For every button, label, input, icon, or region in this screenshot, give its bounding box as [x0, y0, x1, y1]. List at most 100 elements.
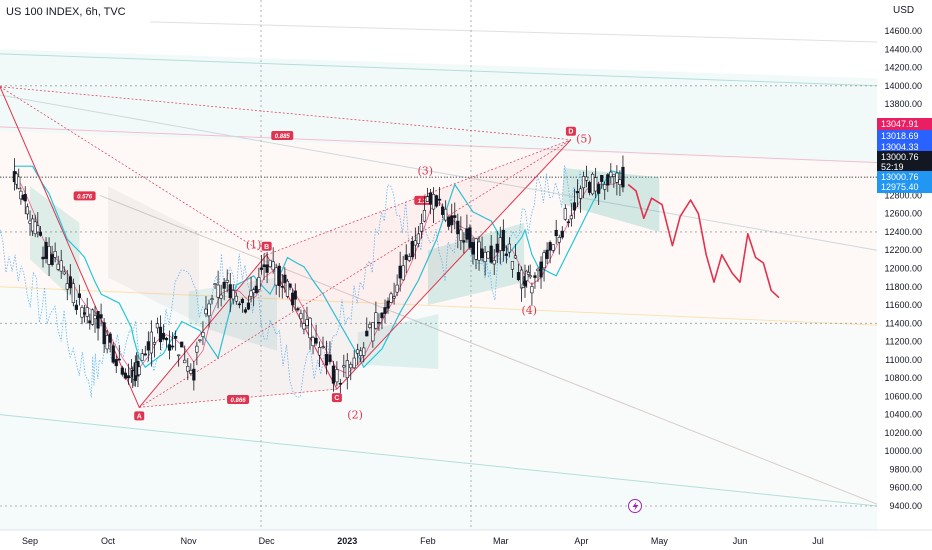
candle-body: [519, 269, 524, 289]
pattern-ratio-badge: [271, 131, 294, 141]
pattern-ratio-label: 0.866: [231, 398, 247, 404]
candle-body: [280, 286, 284, 288]
price-tag: 13047.91: [877, 118, 932, 130]
candle-body: [526, 271, 531, 275]
flash-icon: [628, 499, 642, 513]
y-tick-label: 12200.00: [884, 245, 922, 255]
candle-body: [462, 240, 466, 243]
candle-body: [539, 261, 543, 278]
candle-body: [201, 332, 205, 337]
channel-line-4: [149, 21, 878, 43]
candle-body: [257, 277, 261, 290]
candle-body: [305, 319, 309, 326]
candle-body: [283, 274, 287, 284]
pattern-ratio-label: 1.318: [418, 199, 434, 205]
candle-body: [198, 339, 202, 342]
candle-body: [477, 241, 481, 261]
candle-body: [17, 176, 21, 189]
candle-body: [228, 284, 232, 298]
candle-body: [265, 264, 269, 273]
candle-body: [186, 366, 190, 372]
candle-body: [65, 283, 69, 290]
candle-body: [321, 346, 325, 349]
candle-body: [459, 229, 463, 241]
candle-body: [575, 191, 580, 194]
candle-body: [504, 253, 508, 256]
y-tick-label: 9800.00: [889, 464, 922, 474]
pattern-ratio-line-3: [0, 86, 571, 141]
candle-body: [569, 215, 573, 220]
pattern-point-label: D: [568, 129, 573, 136]
base-line: [14, 165, 624, 369]
candle-body: [587, 181, 592, 193]
price-series: [12, 155, 625, 393]
pattern-ratio-label: 0.576: [77, 194, 93, 200]
y-tick-label: 11000.00: [885, 355, 922, 365]
candle-body: [189, 369, 193, 374]
candle-body: [207, 303, 211, 317]
candle-body: [152, 342, 156, 345]
y-tick-label: 10600.00: [884, 391, 922, 401]
candle-body: [204, 308, 208, 315]
candle-body: [83, 312, 87, 315]
candle-body: [434, 195, 439, 207]
candle-body: [618, 179, 622, 185]
y-tick-label: 10800.00: [884, 373, 922, 383]
pattern-point-label: C: [334, 395, 339, 402]
pattern-fill-bcd: [266, 139, 571, 390]
candle-body: [495, 243, 499, 253]
candle-body: [271, 261, 275, 271]
candle-body: [38, 231, 43, 236]
candle-body: [612, 174, 616, 177]
candle-body: [533, 275, 537, 278]
candle-body: [572, 202, 577, 211]
channel-fill-lower: [0, 286, 877, 508]
pattern-ratio-badge: [227, 395, 250, 405]
candle-body: [111, 345, 115, 363]
x-tick-label: Sep: [22, 536, 38, 546]
candle-body: [216, 284, 220, 298]
candle-body: [392, 296, 396, 299]
candle-body: [359, 350, 363, 356]
pattern-point-label: B: [264, 244, 269, 251]
candle-body: [474, 238, 478, 260]
candle-body: [299, 313, 303, 320]
wave-label: (5): [576, 132, 592, 145]
y-tick-label: 12400.00: [884, 227, 922, 237]
x-tick-label: Dec: [259, 536, 276, 546]
candle-body: [23, 193, 27, 202]
pattern-ratio: 0.885: [271, 131, 294, 141]
candle-body: [542, 252, 546, 269]
candle-body: [277, 265, 281, 286]
y-tick-label: 12800.00: [884, 190, 922, 200]
candle-body: [293, 290, 297, 300]
candle-body: [581, 176, 586, 189]
forecast-path[interactable]: [627, 183, 780, 299]
candle-body: [308, 317, 312, 339]
candle-body: [285, 280, 290, 297]
candle-body: [447, 216, 451, 227]
candle-body: [328, 354, 332, 363]
price-tag: 52:19: [877, 161, 932, 173]
candle-body: [213, 283, 217, 285]
candle-body: [560, 230, 564, 238]
candle-body: [352, 357, 356, 369]
y-tick-label: 13800.00: [884, 99, 922, 109]
candle-body: [609, 171, 613, 178]
channel-line-6: [99, 194, 878, 505]
candle-body: [513, 255, 518, 259]
candle-body: [536, 268, 540, 272]
candle-body: [368, 323, 372, 328]
y-tick-label: 14200.00: [884, 63, 922, 73]
candle-body: [398, 265, 402, 279]
cloud-segment-3: [357, 314, 439, 369]
candle-body: [146, 341, 150, 351]
pattern-ratio-label: 0.885: [275, 134, 291, 140]
candle-body: [395, 284, 399, 293]
x-tick-label: May: [651, 536, 669, 546]
pattern-ratio: 0.576: [73, 191, 96, 201]
candle-body: [59, 260, 63, 272]
candle-body: [44, 241, 48, 259]
